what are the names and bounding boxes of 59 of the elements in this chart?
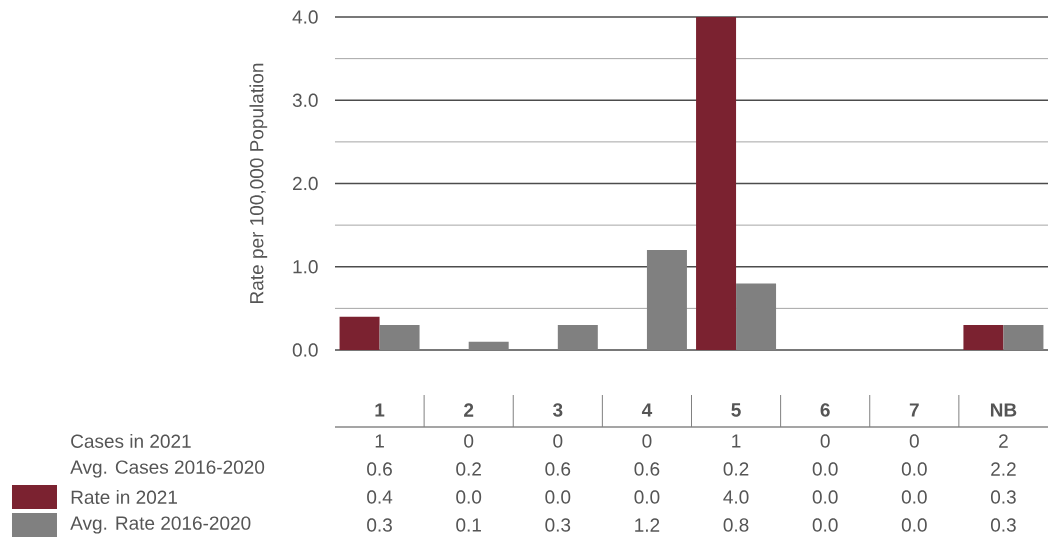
bar [963, 325, 1004, 350]
data-label: 0.3 [990, 490, 1016, 504]
data-label: 0.0 [812, 518, 838, 532]
bar [1003, 325, 1044, 350]
text: Avg. Cases 2016-2020 [70, 460, 265, 478]
x-tick-label: 2 [464, 403, 474, 417]
text: 0.2 [456, 462, 481, 476]
bar [696, 17, 737, 350]
text: 0 [909, 434, 919, 448]
y-tick-label: 2.0 [293, 176, 318, 191]
text: 0.0 [901, 462, 927, 476]
text: 1 [375, 434, 384, 448]
x-tick-label: 5 [731, 403, 741, 417]
y-tick-label: 3.0 [292, 93, 318, 107]
text: 0.0 [812, 462, 838, 476]
bar [379, 325, 420, 350]
bar [339, 316, 380, 350]
text: 2 [999, 434, 1008, 448]
y-tick-label: 1.0 [293, 260, 318, 274]
y-axis-title: Rate per 100,000 Population [249, 63, 268, 303]
data-label: 0.0 [634, 490, 660, 504]
data-label: 0.4 [367, 490, 393, 504]
text: 0.6 [545, 462, 571, 476]
x-tick-label: 7 [909, 403, 919, 417]
text: Cases in 2021 [71, 434, 191, 448]
bar [557, 325, 598, 350]
text: 0.2 [723, 462, 749, 476]
text: 0.6 [634, 462, 660, 476]
data-label: 0.0 [901, 518, 927, 532]
legend-label: Avg. Rate 2016-2020 [70, 516, 251, 534]
x-tick-label: 4 [641, 403, 653, 417]
bar [468, 341, 509, 350]
data-label: 0.3 [545, 518, 571, 532]
text: 2.2 [991, 462, 1016, 476]
data-label: 4.0 [723, 490, 749, 504]
x-tick-label: 3 [552, 403, 563, 417]
text: 0 [464, 434, 474, 448]
data-label: 0.1 [456, 518, 481, 532]
text: 0 [553, 434, 563, 448]
text: 1 [732, 434, 741, 448]
x-tick-label: 1 [375, 403, 385, 417]
data-label: 1.2 [635, 518, 660, 532]
text: 0 [642, 434, 652, 448]
data-label: 0.0 [545, 490, 571, 504]
data-label: 0.3 [990, 518, 1016, 532]
text: 0.6 [367, 462, 392, 476]
y-tick-label: 0.0 [292, 343, 318, 357]
bar [736, 283, 777, 350]
x-tick-label: 6 [820, 403, 830, 417]
y-tick-label: 4.0 [292, 10, 318, 24]
data-label: 0.0 [901, 490, 927, 504]
legend-label: Rate in 2021 [71, 490, 177, 504]
x-tick-label: NB [990, 403, 1017, 417]
data-label: 0.0 [456, 490, 482, 504]
data-label: 0.3 [367, 518, 392, 532]
text: 0 [820, 434, 830, 448]
bar [646, 250, 687, 350]
data-label: 0.8 [723, 518, 749, 532]
data-label: 0.0 [812, 490, 838, 504]
